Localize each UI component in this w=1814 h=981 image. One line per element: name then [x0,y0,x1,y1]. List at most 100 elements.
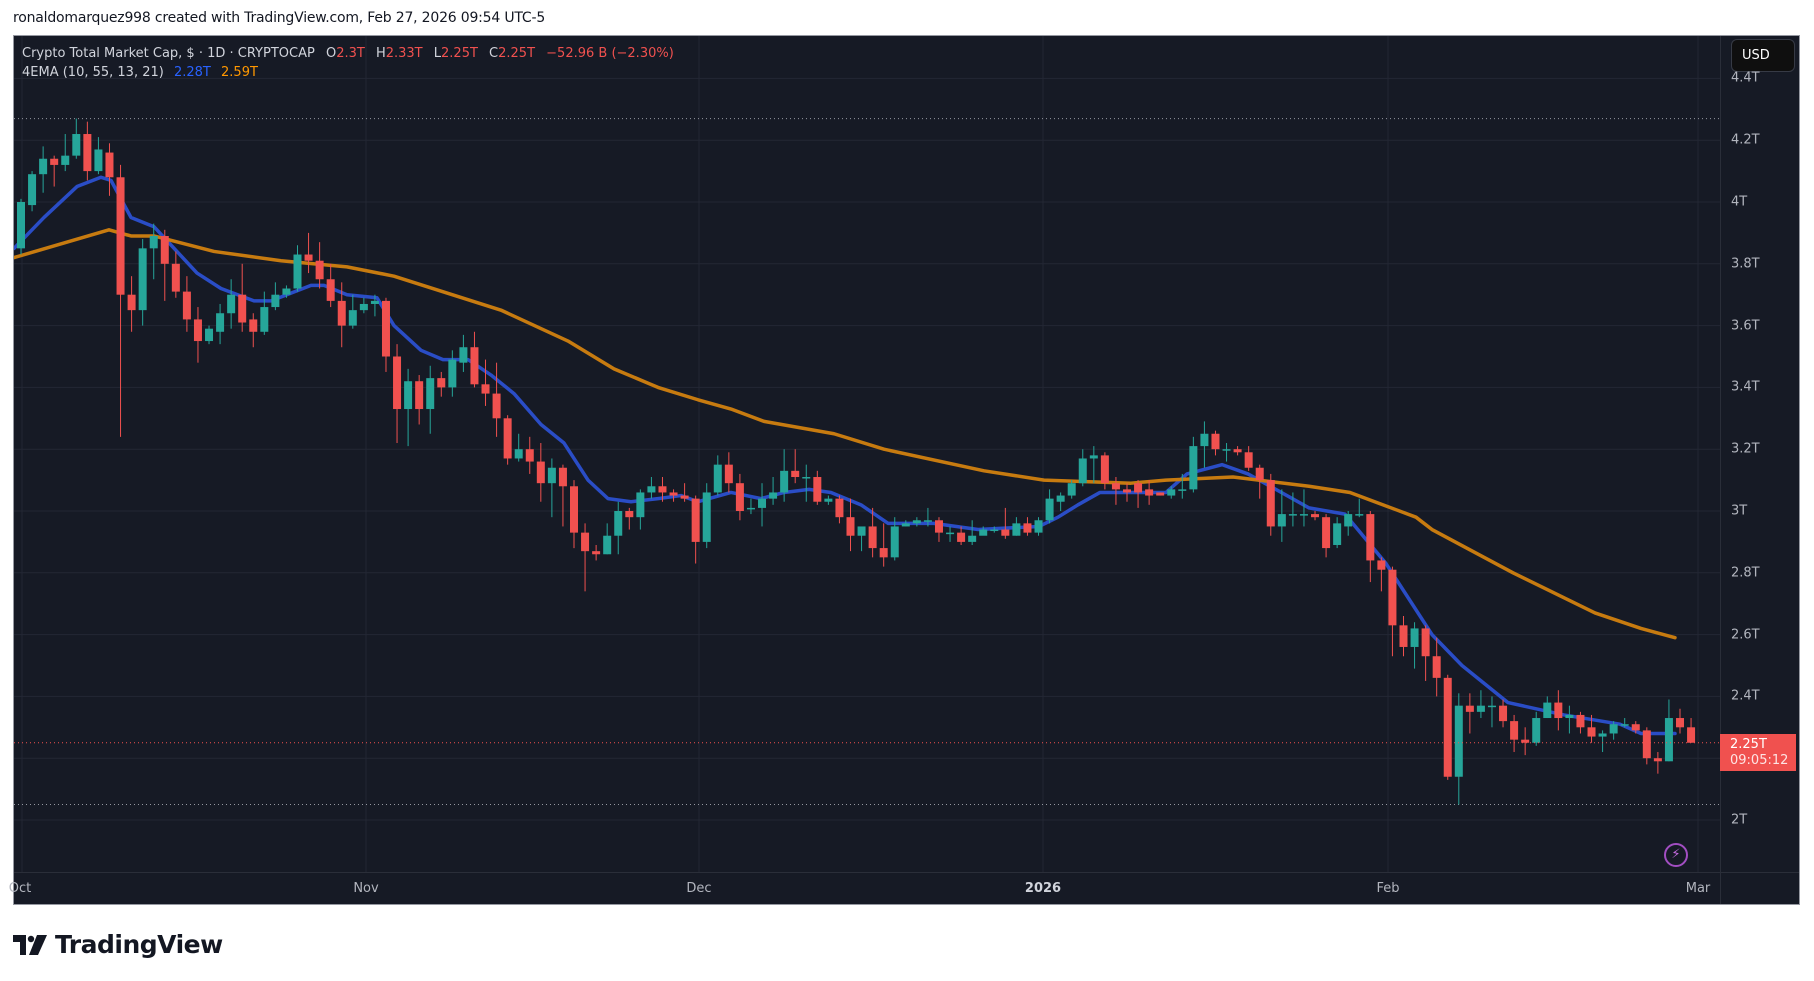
candle-body [1476,705,1485,712]
chart-frame: Crypto Total Market Cap, $ · 1D · CRYPTO… [9,35,1800,905]
candle-body [127,294,136,311]
candle-body [1487,705,1496,708]
price-tick: 2.4T [1731,688,1760,704]
candle-body [271,294,280,308]
candle-body [769,492,778,499]
candle-body [1532,718,1541,743]
candle-body [614,511,623,536]
tradingview-logo: TradingView [13,930,223,959]
candle-body [1067,483,1076,496]
time-tick: Mar [1685,881,1711,896]
indicator-title[interactable]: 4EMA (10, 55, 13, 21) [22,65,164,80]
candle-body [1454,705,1463,777]
candle-body [171,263,180,292]
candle-body [481,384,490,394]
price-tick: 3.4T [1731,379,1760,395]
candle-body [1156,492,1165,496]
candle-body [1687,727,1696,743]
candle-body [83,134,92,172]
candle-body [337,300,346,326]
candle-body [1134,483,1143,493]
open-value: 2.3T [336,46,365,61]
candle-body [835,498,844,518]
candle-body [94,149,103,172]
candle-body [393,356,402,410]
candle-body [1465,705,1474,712]
time-axis[interactable]: Oct Nov Dec 2026 Feb Mar [9,872,1720,905]
candle-body [1211,433,1220,450]
candle-body [813,477,822,502]
candle-body [50,158,59,165]
candle-body [1056,495,1065,502]
candle-body [1565,714,1574,719]
candle-body [1311,514,1320,518]
candle-body [1576,714,1585,728]
candle-body [1266,480,1275,527]
candle-body [459,347,468,363]
candle-body [1200,433,1209,447]
candle-body [1543,702,1552,719]
candle-body [1510,721,1519,740]
time-tick: Nov [353,881,379,896]
price-tick: 3T [1731,503,1748,519]
candle-body [39,158,48,175]
candle-body [138,248,147,311]
candle-body [868,526,877,549]
candle-body [1233,449,1242,453]
candle-body [1432,656,1441,678]
candle-body [1377,560,1386,570]
candle-body [205,328,214,342]
candle-body [1521,739,1530,743]
candle-body [238,294,247,323]
candle-body [370,300,379,304]
currency-button[interactable]: USD [1731,39,1795,72]
close-value: 2.25T [498,46,536,61]
candle-body [28,174,37,206]
candle-body [1443,677,1452,777]
candle-body [492,393,501,419]
candle-body [1355,514,1364,516]
candle-body [315,260,324,280]
candle-body [470,347,479,385]
candle-body [536,461,545,484]
candle-body [1410,628,1419,647]
candle-body [1189,446,1198,490]
candle-body [1388,569,1397,626]
candle-body [791,470,800,478]
chart-credit: ronaldomarquez998 created with TradingVi… [13,10,546,26]
time-tick: 2026 [1024,881,1062,896]
candle-body [437,378,446,388]
candle-body [304,254,313,261]
candle-body [415,381,424,410]
candle-body [1034,520,1043,533]
candle-body [603,535,612,555]
candle-body [1344,514,1353,527]
time-tick: Dec [686,881,712,896]
candle-body [934,520,943,533]
candle-body [1111,483,1120,490]
symbol-title[interactable]: Crypto Total Market Cap, $ · 1D · CRYPTO… [22,46,315,61]
price-tick: 3.6T [1731,318,1760,334]
ema-fast-value: 2.28T [173,65,211,80]
price-axis[interactable]: USD 4.4T 4.2T 4T 3.8T 3.6T 3.4T 3.2T 3T 2.8T 2.6T… [1720,36,1799,872]
candle-body [1299,514,1308,516]
candle-body [846,517,855,536]
candle-body [249,319,258,332]
lightning-bolt-icon[interactable]: ⚡ [1664,843,1688,867]
price-tick: 2.8T [1731,565,1760,581]
brand-name: TradingView [55,930,223,959]
close-label: C [489,46,499,61]
price-tick: 2T [1731,812,1748,828]
candle-body [824,498,833,502]
high-label: H [375,46,386,61]
price-tick: 4T [1731,194,1748,210]
chart-plot-area[interactable] [14,36,1720,872]
candle-body [1145,489,1154,496]
candle-body [780,470,789,493]
candle-body [160,235,169,264]
axis-corner [1720,872,1799,904]
candle-body [514,449,523,459]
candle-body [1001,529,1010,536]
candle-body [581,532,590,552]
candle-body [570,486,578,533]
